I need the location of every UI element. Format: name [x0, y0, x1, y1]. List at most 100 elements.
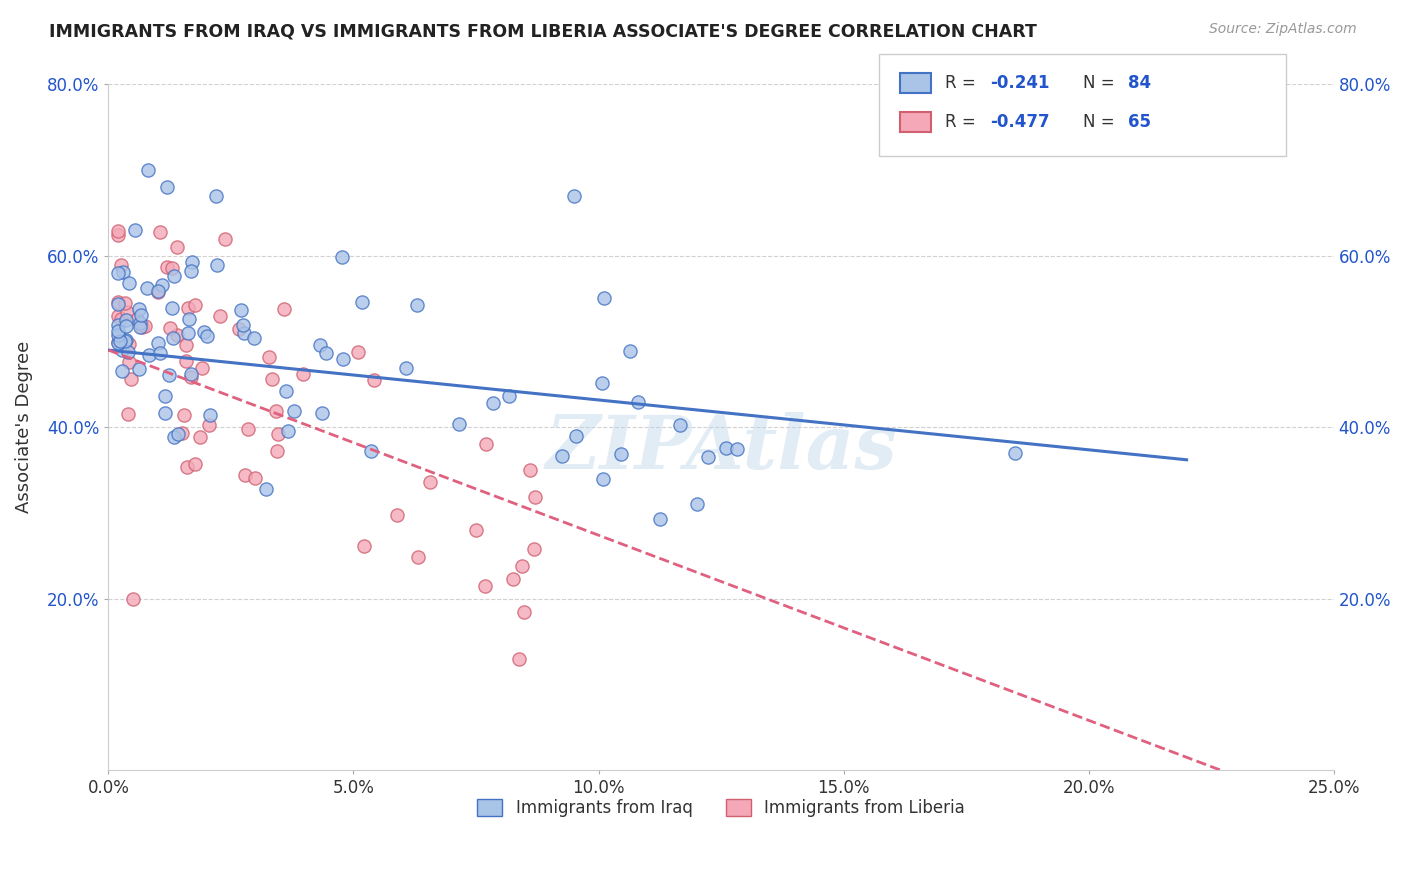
Point — [107, 336, 129, 351]
Point — [153, 406, 176, 420]
Point — [183, 458, 205, 472]
Point — [214, 232, 236, 246]
Point — [107, 295, 129, 310]
Point — [166, 328, 188, 343]
Point — [228, 322, 250, 336]
Point — [198, 408, 221, 422]
Point — [163, 430, 186, 444]
Point — [191, 361, 214, 376]
Point — [128, 362, 150, 376]
Point — [122, 591, 145, 606]
Point — [108, 334, 131, 348]
Point — [474, 579, 496, 593]
Point — [205, 258, 228, 272]
Point — [619, 343, 641, 358]
Point — [524, 490, 547, 504]
Point — [627, 395, 650, 409]
Point — [129, 316, 152, 330]
Point — [115, 305, 138, 319]
Y-axis label: Associate's Degree: Associate's Degree — [15, 341, 32, 513]
Point — [111, 364, 134, 378]
Point — [184, 298, 207, 312]
Point — [406, 298, 429, 312]
Point — [193, 325, 215, 339]
Point — [110, 312, 132, 326]
Point — [107, 297, 129, 311]
Text: 65: 65 — [1128, 113, 1150, 131]
Point — [153, 389, 176, 403]
Point — [1004, 446, 1026, 460]
Point — [128, 301, 150, 316]
Point — [502, 572, 524, 586]
Point — [107, 227, 129, 242]
Point — [564, 428, 586, 442]
Text: N =: N = — [1083, 74, 1119, 92]
Point — [482, 396, 505, 410]
Point — [385, 508, 408, 522]
Point — [136, 163, 159, 178]
Point — [513, 605, 536, 619]
Point — [277, 424, 299, 438]
Point — [519, 463, 541, 477]
Point — [395, 361, 418, 376]
Point — [118, 354, 141, 368]
Point — [696, 450, 718, 464]
Point — [332, 351, 354, 366]
Point — [118, 337, 141, 351]
Point — [593, 292, 616, 306]
Point — [685, 498, 707, 512]
Point — [117, 345, 139, 359]
Text: 84: 84 — [1128, 74, 1150, 92]
Point — [131, 320, 153, 334]
Point — [291, 367, 314, 381]
Text: R =: R = — [945, 74, 981, 92]
Point — [107, 328, 129, 343]
Point — [725, 442, 748, 457]
Point — [205, 189, 228, 203]
Point — [107, 309, 129, 323]
Text: -0.241: -0.241 — [990, 74, 1049, 92]
Point — [262, 372, 284, 386]
Point — [118, 276, 141, 290]
Point — [363, 374, 385, 388]
Point — [107, 324, 129, 338]
Point — [330, 251, 353, 265]
Point — [138, 348, 160, 362]
Point — [150, 278, 173, 293]
Point — [610, 448, 633, 462]
Point — [124, 222, 146, 236]
Point — [360, 444, 382, 458]
Point — [447, 417, 470, 431]
Point — [149, 226, 172, 240]
Point — [114, 295, 136, 310]
Point — [120, 372, 142, 386]
Point — [716, 441, 738, 455]
Point — [167, 427, 190, 442]
Point — [159, 321, 181, 335]
Point — [170, 425, 193, 440]
Point — [233, 467, 256, 482]
Point — [648, 512, 671, 526]
Point — [523, 542, 546, 557]
Point — [163, 268, 186, 283]
Point — [350, 295, 373, 310]
Point — [177, 301, 200, 316]
Point — [129, 320, 152, 334]
Point — [233, 326, 256, 340]
Text: ZIPAtlas: ZIPAtlas — [546, 411, 897, 484]
Point — [156, 260, 179, 275]
Point — [160, 261, 183, 276]
Point — [257, 351, 280, 365]
Point — [114, 334, 136, 349]
Point — [148, 285, 170, 300]
Point — [274, 384, 297, 399]
Point — [107, 335, 129, 350]
Point — [562, 189, 585, 203]
Point — [180, 368, 202, 382]
Point — [148, 335, 170, 350]
Point — [179, 312, 201, 326]
Point — [162, 331, 184, 345]
Point — [353, 539, 375, 553]
Point — [112, 265, 135, 279]
Point — [156, 180, 179, 194]
